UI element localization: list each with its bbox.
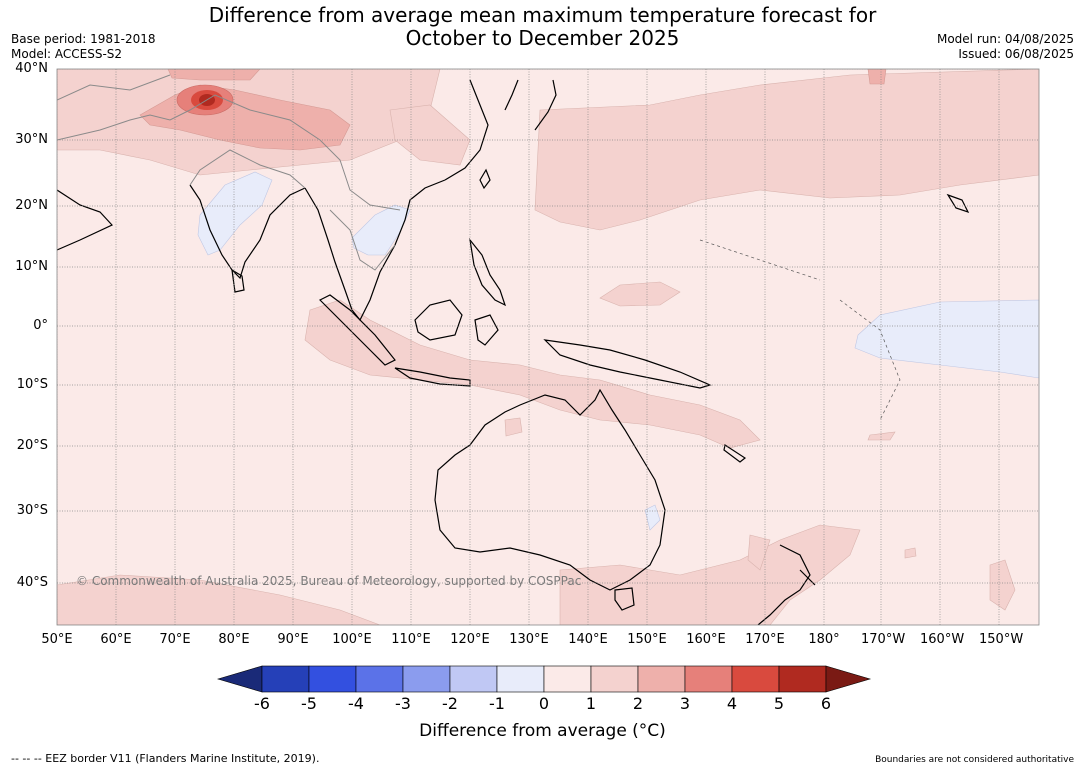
map-title: Difference from average mean maximum tem… bbox=[0, 4, 1085, 50]
coast-philippines bbox=[469, 237, 507, 307]
model-name: Model: ACCESS-S2 bbox=[11, 47, 123, 61]
longitude-label: 160°E bbox=[686, 632, 726, 647]
longitude-label: 110°E bbox=[391, 632, 431, 647]
title-line-2: October to December 2025 bbox=[405, 26, 680, 50]
copyright-notice: © Commonwealth of Australia 2025, Bureau… bbox=[76, 574, 582, 588]
colorbar-tick-label: 4 bbox=[726, 694, 738, 713]
colorbar-tick-label: 1 bbox=[585, 694, 597, 713]
gridlines bbox=[57, 69, 1039, 625]
coast-borneo bbox=[414, 299, 463, 341]
coastlines bbox=[57, 79, 970, 625]
longitude-label: 170°W bbox=[861, 632, 906, 647]
title-line-1: Difference from average mean maximum tem… bbox=[208, 3, 877, 27]
coast-india bbox=[189, 184, 306, 280]
colorbar-tick-label: -6 bbox=[254, 694, 270, 713]
coast-new-guinea bbox=[543, 339, 712, 389]
coast-hawaii bbox=[946, 193, 970, 214]
eez-legend: -- -- -- EEZ border V11 (Flanders Marine… bbox=[11, 752, 320, 765]
colorbar-tick-label: 3 bbox=[679, 694, 691, 713]
longitude-label: 170°E bbox=[745, 632, 785, 647]
coast-new-caledonia bbox=[723, 444, 747, 463]
longitude-label: 160°W bbox=[920, 632, 965, 647]
longitude-label: 180° bbox=[808, 632, 840, 647]
coast-taiwan-okinawa bbox=[479, 168, 491, 190]
longitude-label: 70°E bbox=[159, 632, 191, 647]
coast-java bbox=[394, 367, 471, 387]
longitude-label: 60°E bbox=[100, 632, 132, 647]
longitude-label: 130°E bbox=[509, 632, 549, 647]
colorbar-label: Difference from average (°C) bbox=[419, 721, 666, 741]
coast-sulawesi bbox=[474, 314, 499, 346]
coast-indochina bbox=[304, 179, 446, 322]
longitude-label: 80°E bbox=[218, 632, 250, 647]
coast-australia bbox=[434, 388, 666, 591]
colorbar-tick-label: 6 bbox=[820, 694, 832, 713]
colorbar-tick-label: -2 bbox=[442, 694, 458, 713]
colorbar-tick-label: 5 bbox=[773, 694, 785, 713]
latitude-label: 40°N bbox=[15, 61, 48, 76]
colorbar-tick-label: 0 bbox=[538, 694, 550, 713]
run-info: Model run: 04/08/2025 Issued: 06/08/2025 bbox=[937, 32, 1074, 62]
longitude-label: 150°E bbox=[627, 632, 667, 647]
latitude-label: 30°N bbox=[15, 132, 48, 147]
colorbar-tick-label: -5 bbox=[301, 694, 317, 713]
longitude-label: 150°W bbox=[979, 632, 1024, 647]
eez-borders bbox=[699, 239, 901, 421]
longitude-label: 100°E bbox=[332, 632, 372, 647]
longitude-label: 90°E bbox=[277, 632, 309, 647]
latitude-label: 40°S bbox=[16, 575, 48, 590]
latitude-label: 10°N bbox=[15, 259, 48, 274]
latitude-label: 0° bbox=[33, 318, 48, 333]
latitude-label: 20°S bbox=[16, 438, 48, 453]
base-period: Base period: 1981-2018 bbox=[11, 32, 156, 46]
model-info: Base period: 1981-2018 Model: ACCESS-S2 bbox=[11, 32, 156, 62]
map-frame bbox=[56, 68, 1040, 626]
latitude-label: 30°S bbox=[16, 503, 48, 518]
colorbar-tick-label: -1 bbox=[489, 694, 505, 713]
colorbar-tick-label: -4 bbox=[348, 694, 364, 713]
latitude-label: 20°N bbox=[15, 198, 48, 213]
latitude-label: 10°S bbox=[16, 377, 48, 392]
model-run: Model run: 04/08/2025 bbox=[936, 32, 1074, 46]
coast-korea-japan bbox=[504, 79, 557, 131]
longitude-label: 140°E bbox=[568, 632, 608, 647]
country-borders bbox=[57, 74, 401, 271]
boundaries-disclaimer: Boundaries are not considered authoritat… bbox=[875, 755, 1074, 765]
coast-tasmania bbox=[614, 587, 635, 611]
longitude-label: 50°E bbox=[41, 632, 73, 647]
anomaly-cool-1 bbox=[197, 171, 1039, 531]
issued-date: Issued: 06/08/2025 bbox=[958, 47, 1074, 61]
forecast-map bbox=[56, 68, 1040, 626]
longitude-label: 120°E bbox=[450, 632, 490, 647]
colorbar-tick-label: -3 bbox=[395, 694, 411, 713]
coast-china bbox=[444, 79, 489, 181]
coast-arabia bbox=[57, 189, 113, 251]
colorbar-tick-label: 2 bbox=[632, 694, 644, 713]
coast-sumatra bbox=[318, 294, 396, 366]
coast-new-zealand bbox=[757, 544, 816, 625]
